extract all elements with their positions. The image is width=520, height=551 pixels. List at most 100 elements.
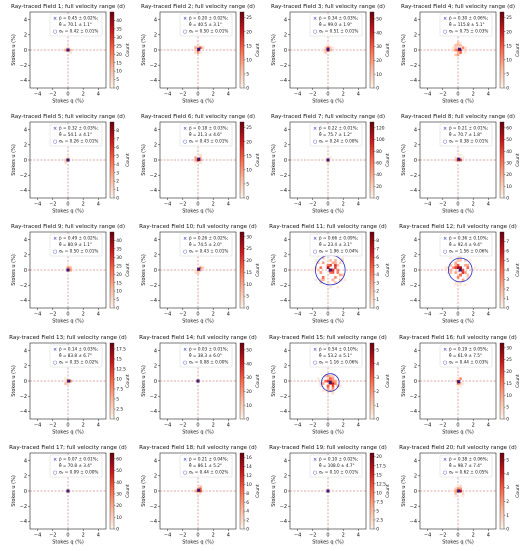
cbar-tick-label: 4 xyxy=(246,509,249,515)
cbar-tick-label: 0 xyxy=(376,306,379,312)
heat-cell xyxy=(338,274,342,277)
x-tick-label: 4 xyxy=(487,422,490,428)
heat-cell xyxy=(326,379,330,382)
y-axis-label: Stokes u (%) xyxy=(271,34,277,66)
x-axis-label: Stokes q (%) xyxy=(182,209,214,215)
heat-cell xyxy=(317,261,320,265)
legend-pbar-symbol: × xyxy=(443,457,447,463)
panel-title: Ray-traced Field 1; full velocity range … xyxy=(11,4,125,10)
heat-cell xyxy=(326,43,330,47)
y-tick-label: 2 xyxy=(284,473,287,479)
cbar-tick-label: 0 xyxy=(506,86,509,92)
heat-cell xyxy=(199,156,202,160)
legend-sigma-symbol: ○ xyxy=(183,29,187,35)
panel-title: Ray-traced Field 5; full velocity range … xyxy=(11,114,125,120)
heat-cell xyxy=(444,266,448,270)
cbar-tick-label: 12 xyxy=(246,473,252,479)
heat-cell xyxy=(464,259,467,263)
mean-marker xyxy=(458,268,462,273)
y-tick-label: −4 xyxy=(150,409,157,415)
mean-marker xyxy=(67,378,71,383)
x-tick-label: 2 xyxy=(82,422,85,428)
y-tick-label: −2 xyxy=(410,63,417,69)
x-tick-label: 2 xyxy=(342,422,345,428)
cbar-tick-label: 25 xyxy=(116,43,122,49)
y-tick-label: −2 xyxy=(280,283,287,289)
cbar-tick-label: 6 xyxy=(376,255,379,261)
heat-cell xyxy=(199,489,202,493)
legend-box xyxy=(439,123,493,147)
x-tick-label: −2 xyxy=(179,92,186,98)
cbar-tick-label: 20 xyxy=(116,52,122,58)
cbar-tick-label: 6 xyxy=(246,500,249,506)
x-tick-label: 4 xyxy=(487,92,490,98)
chart-panel-3: Ray-traced Field 3; full velocity range … xyxy=(271,4,391,105)
legend-entry: θ̄ = 38.3 ± 6.0° xyxy=(189,353,222,358)
x-tick-label: −2 xyxy=(179,422,186,428)
heat-cell xyxy=(199,51,202,54)
legend-entry: p̄ = 0.14 ± 0.03%; xyxy=(59,346,98,351)
heat-cell xyxy=(454,264,457,267)
heat-cell xyxy=(319,381,323,385)
cbar-tick-label: 25 xyxy=(246,247,252,253)
x-tick-label: 0 xyxy=(66,202,69,208)
legend-entry: θ̄ = 40.5 ± 3.1° xyxy=(189,22,222,27)
heat-cell xyxy=(326,264,330,267)
legend-entry: θ̄ = 86.1 ± 5.2° xyxy=(189,463,222,468)
x-tick-label: 0 xyxy=(196,312,199,318)
x-tick-label: 4 xyxy=(487,202,490,208)
heat-cell xyxy=(201,46,205,49)
x-tick-label: 2 xyxy=(82,532,85,538)
heat-cell xyxy=(199,484,202,488)
y-axis-label: Stokes u (%) xyxy=(11,34,17,66)
y-tick-label: 4 xyxy=(24,238,27,244)
heat-cell xyxy=(329,376,332,380)
cbar-label: Count xyxy=(125,153,131,167)
x-tick-label: 4 xyxy=(97,422,100,428)
cbar-tick-label: 17.5 xyxy=(376,463,386,469)
mean-marker xyxy=(197,488,201,492)
heat-cell xyxy=(449,257,453,260)
cbar-tick-label: 8 xyxy=(246,491,249,497)
cbar-label: Count xyxy=(125,484,131,498)
heat-cell xyxy=(456,381,460,385)
heat-cell xyxy=(319,271,323,275)
chart-panel-18: Ray-traced Field 18; full velocity range… xyxy=(139,445,261,546)
y-tick-label: 2 xyxy=(154,253,157,259)
x-tick-label: −4 xyxy=(164,92,171,98)
legend-sigma-symbol: ○ xyxy=(53,29,57,35)
x-tick-label: 4 xyxy=(97,532,100,538)
cbar-tick-label: 100 xyxy=(376,137,385,143)
cbar-tick-label: 1 xyxy=(506,296,509,302)
cbar-label: Count xyxy=(125,374,131,388)
y-tick-label: 0 xyxy=(284,268,287,274)
x-tick-label: −2 xyxy=(439,92,446,98)
sigma-circle xyxy=(321,372,340,392)
legend: × ○ p̄ = 0.14 ± 0.03%; θ̄ = 83.8 ± 6.7°σₚ =… xyxy=(49,344,103,367)
heat-cell xyxy=(454,158,457,162)
legend-sigma-symbol: ○ xyxy=(183,470,187,476)
cbar-tick-label: 10 xyxy=(116,289,122,295)
x-axis-label: Stokes q (%) xyxy=(52,319,84,325)
heat-cell xyxy=(454,43,457,47)
legend-sigma-symbol: ○ xyxy=(443,139,447,145)
x-tick-label: 0 xyxy=(456,422,459,428)
x-tick-label: −2 xyxy=(439,202,446,208)
cbar-tick-label: 30 xyxy=(116,491,122,497)
legend-entry: θ̄ = 75.7 ± 1.2° xyxy=(319,132,352,137)
heat-cell xyxy=(451,266,455,270)
heat-cell xyxy=(338,278,342,282)
chart-panel-9: Ray-traced Field 9; full velocity range … xyxy=(11,224,131,325)
cbar-tick-label: 0 xyxy=(246,86,249,92)
heat-cell xyxy=(454,283,457,287)
heat-cell xyxy=(196,51,200,54)
cbar-label: Count xyxy=(385,484,391,498)
cbar-tick-label: 12.5 xyxy=(116,366,126,372)
y-axis-label: Stokes u (%) xyxy=(11,475,17,507)
heat-cell xyxy=(312,269,315,272)
legend-box xyxy=(49,454,103,477)
y-tick-label: 2 xyxy=(24,33,27,39)
x-tick-label: 4 xyxy=(487,312,490,318)
heat-cell xyxy=(69,379,72,382)
mean-marker xyxy=(326,158,330,162)
